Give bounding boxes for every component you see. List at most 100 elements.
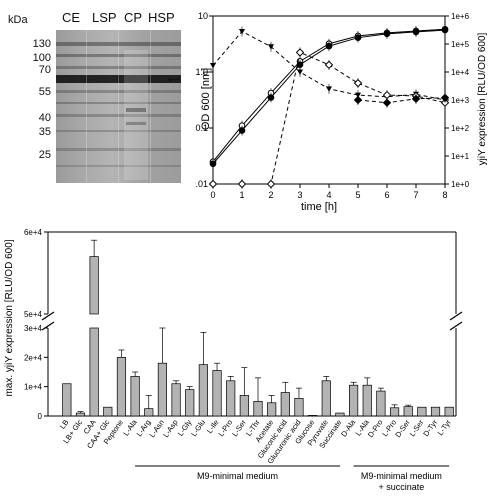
y-axis-label: max. yjiY expression [RLU/OD 600]	[4, 239, 15, 396]
axis-break-mark	[449, 321, 463, 331]
x-axis-label: time [h]	[301, 201, 337, 213]
bar	[430, 406, 441, 417]
data-point	[209, 160, 217, 168]
y-tick-label: 1e+4	[24, 383, 43, 392]
bar	[103, 406, 113, 417]
gel-unit-label: kDa	[8, 14, 28, 26]
gel-lane-label: CP	[124, 10, 143, 25]
category-label: D-Pro	[366, 418, 385, 439]
bar	[308, 415, 318, 417]
y-right-tick-label: 1e+3	[451, 96, 470, 105]
category-label: LB	[58, 418, 71, 431]
y-tick-label: 5e+4	[24, 310, 43, 319]
data-point	[266, 179, 276, 189]
bar	[362, 384, 372, 417]
bar	[280, 392, 290, 417]
gel-lane-label: LSP	[92, 10, 117, 25]
group-label: M9-minimal medium	[197, 471, 278, 481]
x-tick-label: 8	[442, 190, 447, 200]
bar	[62, 383, 72, 417]
gel-marker-label: 130	[32, 38, 51, 50]
bar	[403, 406, 413, 417]
bar	[389, 407, 400, 417]
y-right-axis-label: yjiY expression [RLU/OD 600]	[477, 32, 488, 165]
category-label: L-Glu	[189, 418, 207, 438]
x-tick-label: 5	[355, 190, 360, 200]
bar	[321, 380, 331, 417]
x-tick-label: 7	[413, 190, 418, 200]
growth-expression-chart: 0 1 2 3 4 5 6 7 8 0.01 0.1 1.0 10 1e+0 1e+1 1e+2 1e+3 1e+…	[195, 11, 488, 213]
bar	[144, 408, 154, 417]
bar	[444, 406, 454, 417]
bar	[335, 412, 345, 417]
gel-marker-label: 40	[38, 112, 51, 124]
bar	[116, 356, 127, 417]
axis-break-mark	[41, 321, 55, 331]
gel-lane-label: CE	[62, 10, 81, 25]
gel-marker-label: 35	[38, 126, 51, 138]
y-right-tick-label: 1e+1	[451, 152, 470, 161]
data-point	[411, 94, 421, 104]
data-point	[382, 90, 392, 100]
data-point	[325, 42, 333, 50]
data-point	[208, 179, 218, 189]
category-label: L-Ser	[230, 418, 248, 439]
y-tick-label: 10	[198, 11, 208, 21]
data-point	[267, 94, 275, 101]
data-point	[324, 60, 334, 70]
data-point	[353, 95, 363, 105]
gel-marker-label: 55	[38, 86, 51, 98]
gel-lane-label: HSP	[148, 10, 175, 25]
category-label: D-Tyr	[421, 418, 439, 439]
y-tick-label: 6e+4	[24, 228, 43, 237]
x-tick-label: 3	[297, 190, 302, 200]
y-tick-label: 0.1	[195, 123, 208, 133]
data-point	[354, 34, 362, 41]
data-point	[297, 69, 303, 75]
bar	[130, 376, 140, 417]
data-point	[210, 63, 216, 69]
bar	[267, 402, 277, 417]
bar	[239, 395, 249, 417]
data-point	[326, 86, 332, 92]
gel-marker-label: 100	[32, 52, 51, 64]
bar	[376, 390, 386, 417]
group-label: M9-minimal medium	[361, 471, 442, 481]
category-label: L-Asp	[161, 418, 180, 439]
bar	[157, 362, 167, 417]
data-point	[412, 28, 420, 36]
x-tick-label: 0	[210, 190, 215, 200]
y-right-tick-label: 1e+4	[451, 68, 470, 77]
gel-marker-label: 25	[38, 149, 51, 161]
series-line	[213, 51, 446, 185]
y-right-tick-label: 1e+6	[451, 12, 470, 21]
bar	[89, 256, 99, 315]
x-tick-label: 4	[326, 190, 331, 200]
category-label: D-Ser	[393, 418, 412, 440]
bar	[294, 398, 304, 417]
data-point	[239, 28, 245, 35]
bar	[185, 389, 195, 417]
gel-panel: kDa CE LSP CP HSP 130 100 70 55 40 35 25…	[6, 8, 196, 194]
bar	[212, 370, 222, 417]
axis-break-mark	[41, 311, 55, 321]
y-tick-label: 3e+4	[24, 324, 43, 333]
data-point	[353, 78, 363, 88]
data-point	[268, 44, 274, 50]
y-tick-label: 1.0	[195, 67, 208, 77]
x-tick-label: 2	[268, 190, 273, 200]
gel-marker-label: 70	[38, 64, 51, 76]
y-right-tick-label: 1e+5	[451, 40, 470, 49]
bar	[226, 380, 236, 417]
axis-break-mark	[449, 311, 463, 321]
x-tick-label: 1	[239, 190, 244, 200]
bar	[89, 327, 99, 417]
data-point	[382, 98, 392, 107]
y-axis-label: OD 600 [nm]	[200, 68, 212, 130]
data-point	[383, 30, 391, 38]
y-right-tick-label: 1e+2	[451, 124, 470, 133]
y-tick-label: 2e+4	[24, 353, 43, 362]
data-point	[441, 26, 449, 34]
bar	[253, 400, 263, 417]
